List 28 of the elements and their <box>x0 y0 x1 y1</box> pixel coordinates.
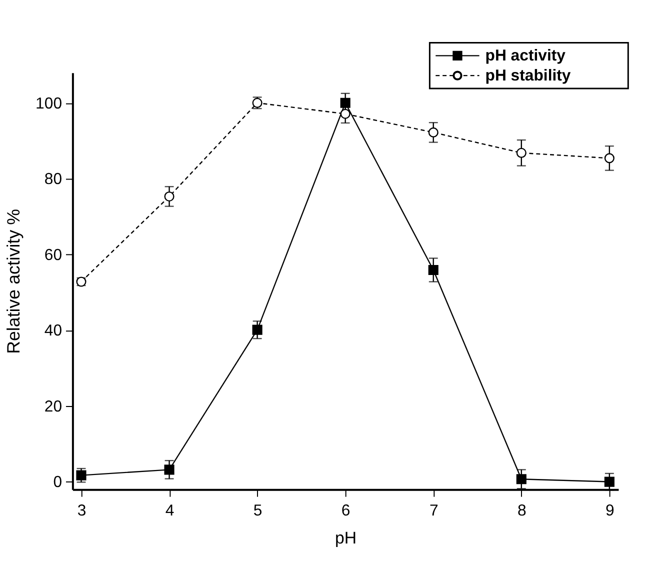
y-tick-label: 100 <box>36 95 62 112</box>
point <box>516 148 526 158</box>
x-tick-label: 8 <box>517 502 526 520</box>
y-tick-label: 80 <box>44 171 62 188</box>
point <box>164 191 174 202</box>
point <box>516 474 526 484</box>
point <box>428 127 438 138</box>
y-tick-label: 20 <box>44 398 62 416</box>
legend-label: pH stability <box>485 68 571 85</box>
x-tick-label: 6 <box>341 502 350 520</box>
point <box>164 464 174 475</box>
x-tick-label: 4 <box>165 502 174 520</box>
point <box>76 470 86 480</box>
x-tick-label: 9 <box>606 502 615 520</box>
point <box>604 153 614 164</box>
point <box>604 476 614 487</box>
x-tick-label: 7 <box>429 502 438 520</box>
x-axis-title: pH <box>335 528 357 548</box>
x-tick-label: 3 <box>77 502 86 520</box>
y-tick-label: 40 <box>44 322 62 340</box>
point <box>252 324 262 335</box>
x-tick-label: 5 <box>253 502 262 520</box>
point <box>428 264 438 276</box>
y-tick-label: 0 <box>53 474 62 492</box>
y-axis-title: Relative activity % <box>4 208 24 354</box>
point <box>340 108 350 119</box>
y-tick-label: 60 <box>44 246 62 264</box>
legend-label: pH activity <box>485 48 566 65</box>
